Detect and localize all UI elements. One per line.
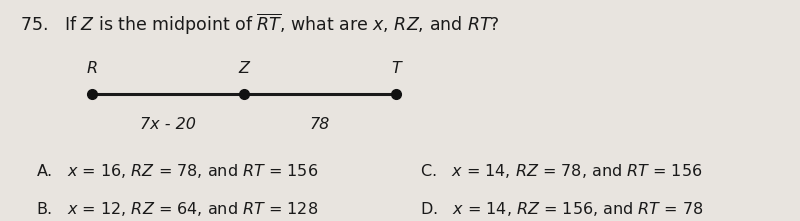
Text: C.   $x$ = 14, $RZ$ = 78, and $RT$ = 156: C. $x$ = 14, $RZ$ = 78, and $RT$ = 156 — [420, 162, 702, 180]
Text: D.   $x$ = 14, $RZ$ = 156, and $RT$ = 78: D. $x$ = 14, $RZ$ = 156, and $RT$ = 78 — [420, 200, 703, 218]
Text: B.   $x$ = 12, $RZ$ = 64, and $RT$ = 128: B. $x$ = 12, $RZ$ = 64, and $RT$ = 128 — [36, 200, 318, 218]
Text: 7x - 20: 7x - 20 — [140, 117, 196, 132]
Text: T: T — [391, 61, 401, 76]
Text: 75.   If $Z$ is the midpoint of $\overline{RT}$, what are $x$, $RZ$, and $RT$?: 75. If $Z$ is the midpoint of $\overline… — [20, 12, 500, 37]
Text: A.   $x$ = 16, $RZ$ = 78, and $RT$ = 156: A. $x$ = 16, $RZ$ = 78, and $RT$ = 156 — [36, 162, 318, 180]
Text: 78: 78 — [310, 117, 330, 132]
Text: R: R — [86, 61, 98, 76]
Text: Z: Z — [238, 61, 250, 76]
